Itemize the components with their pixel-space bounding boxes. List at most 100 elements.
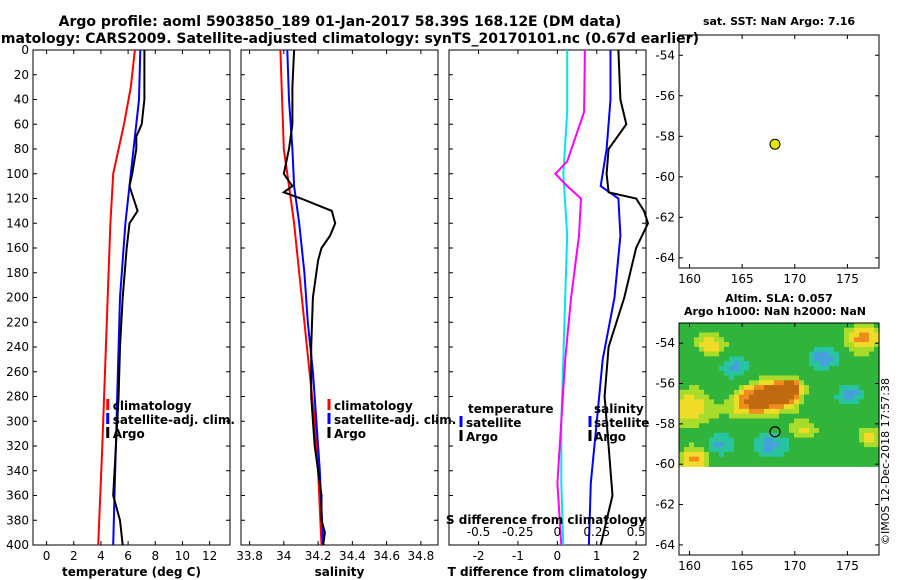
heatmap-cell [819,342,825,348]
heatmap-cell [744,423,750,429]
sla-heatmap [679,323,880,467]
heatmap-cell [684,432,690,439]
heatmap-cell [819,370,825,377]
heatmap-cell [779,413,785,420]
heatmap-cell [724,394,730,400]
heatmap-cell [839,327,845,334]
heatmap-cell [824,332,830,338]
heatmap-cell [824,351,830,357]
heatmap-cell [864,423,870,429]
heatmap-cell [714,323,720,329]
heatmap-cell [724,418,730,424]
heatmap-cell [724,423,730,429]
heatmap-cell [739,361,745,367]
heatmap-cell [849,399,855,405]
heatmap-cell [704,442,710,448]
legend-label: Argo [113,427,145,441]
heatmap-cell [749,361,755,367]
heatmap-cell [784,418,790,424]
heatmap-cell [809,447,815,453]
heatmap-cell [874,413,880,420]
heatmap-cell [679,428,685,434]
heatmap-cell [809,423,815,429]
heatmap-cell [689,404,695,410]
heatmap-cell [749,447,755,453]
heatmap-cell [744,451,750,458]
heatmap-cell [734,351,740,357]
y-tick-label: -58 [655,417,675,431]
heatmap-cell [759,437,765,443]
heatmap-cell [679,356,685,362]
heatmap-cell [764,351,770,357]
heatmap-cell [719,413,725,420]
heatmap-cell [739,337,745,343]
heatmap-cell [869,361,875,367]
heatmap-cell [839,370,845,377]
heatmap-cell [679,342,685,348]
heatmap-cell [794,394,800,400]
heatmap-cell [869,394,875,400]
heatmap-cell [699,447,705,453]
series-line-1 [112,49,142,546]
heatmap-cell [699,461,705,467]
heatmap-cell [709,327,715,334]
heatmap-cell [809,361,815,367]
heatmap-cell [684,413,690,420]
heatmap-cell [829,332,835,338]
heatmap-cell [854,451,860,458]
heatmap-cell [794,327,800,334]
heatmap-cell [694,361,700,367]
heatmap-cell [769,461,775,467]
heatmap-cell [844,385,850,391]
heatmap-cell [754,413,760,420]
legend-label: Argo [466,430,498,444]
heatmap-cell [744,408,750,415]
heatmap-cell [794,351,800,357]
heatmap-cell [864,432,870,439]
heatmap-cell [834,332,840,338]
heatmap-cell [749,370,755,377]
heatmap-cell [689,418,695,424]
x-tick-label: 4 [97,549,105,563]
heatmap-cell [729,332,735,338]
heatmap-cell [719,366,725,372]
heatmap-cell [804,346,810,353]
heatmap-cell [724,437,730,443]
heatmap-cell [779,361,785,367]
heatmap-cell [784,428,790,434]
heatmap-cell [764,346,770,353]
heatmap-cell [864,413,870,420]
heatmap-cell [754,385,760,391]
heatmap-cell [749,408,755,415]
heatmap-cell [824,389,830,396]
heatmap-cell [779,418,785,424]
heatmap-cell [699,366,705,372]
heatmap-cell [714,442,720,448]
heatmap-cell [684,389,690,396]
x-axis-label: T difference from climatology [448,565,648,579]
heatmap-cell [699,408,705,415]
heatmap-cell [814,351,820,357]
heatmap-cell [744,399,750,405]
heatmap-cell [704,432,710,439]
heatmap-cell [759,442,765,448]
heatmap-cell [734,361,740,367]
heatmap-cell [734,399,740,405]
heatmap-cell [734,423,740,429]
heatmap-cell [739,428,745,434]
heatmap-cell [779,332,785,338]
heatmap-cell [704,375,710,381]
heatmap-cell [764,404,770,410]
heatmap-cell [714,432,720,439]
heatmap-cell [834,346,840,353]
heatmap-cell [814,366,820,372]
heatmap-cell [684,399,690,405]
heatmap-cell [789,389,795,396]
heatmap-cell [774,461,780,467]
heatmap-cell [844,361,850,367]
heatmap-cell [859,461,865,467]
y-tick-label: 300 [6,414,29,428]
heatmap-cell [839,389,845,396]
heatmap-cell [749,332,755,338]
x-tick-label: 34.2 [305,549,332,563]
